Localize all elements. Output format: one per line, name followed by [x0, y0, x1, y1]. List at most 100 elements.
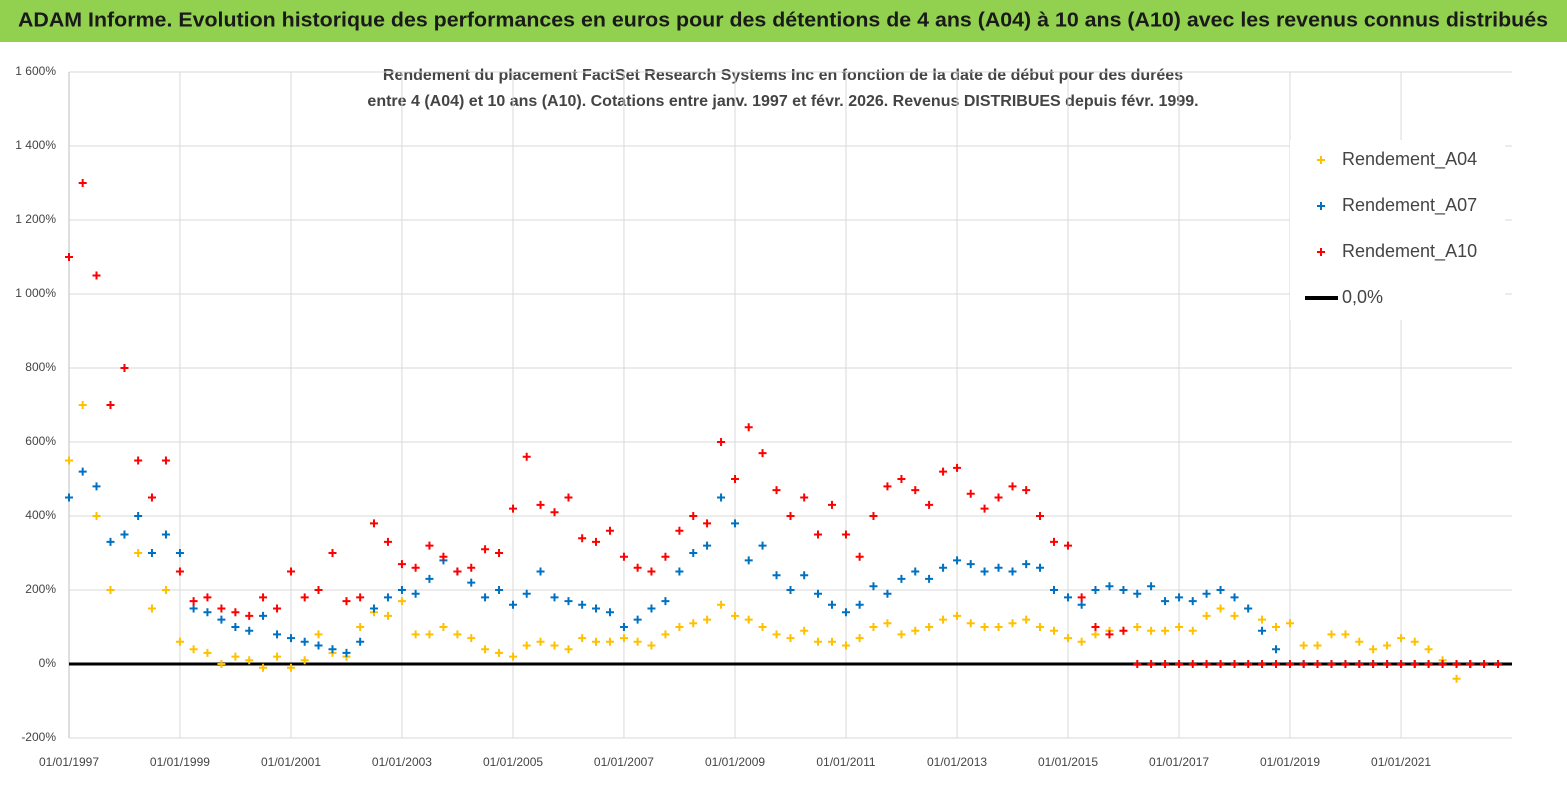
point [217, 660, 226, 668]
y-tick-label: 1 000% [15, 286, 56, 300]
point [314, 630, 323, 639]
point [731, 519, 740, 528]
point [1272, 660, 1281, 668]
point [189, 597, 198, 606]
point [1105, 630, 1114, 639]
point [911, 567, 920, 576]
point [550, 593, 559, 602]
point [92, 512, 101, 520]
point [1077, 600, 1086, 609]
point [1188, 626, 1197, 635]
point [175, 549, 184, 557]
legend-box [1290, 140, 1505, 320]
point [231, 652, 240, 661]
point [827, 500, 836, 509]
point [647, 567, 656, 576]
point [1410, 660, 1419, 668]
point [78, 179, 87, 187]
point [841, 641, 850, 650]
point [814, 589, 823, 598]
point [1327, 660, 1336, 668]
plot [65, 179, 1512, 683]
point [633, 615, 642, 624]
point [1036, 623, 1045, 631]
point [1299, 641, 1308, 650]
point [1077, 637, 1086, 646]
y-tick-label: 1 400% [15, 138, 56, 152]
point [175, 637, 184, 646]
point [1036, 563, 1045, 572]
point [287, 663, 296, 672]
point [827, 637, 836, 646]
point [605, 608, 614, 617]
point [383, 611, 392, 620]
point [1230, 660, 1239, 668]
point [1216, 586, 1225, 594]
point [661, 630, 670, 639]
point [1355, 637, 1364, 646]
point [855, 634, 864, 643]
point [758, 449, 767, 458]
point [689, 512, 698, 520]
point [1397, 660, 1406, 668]
point [481, 645, 490, 654]
point [314, 586, 323, 594]
point [925, 574, 934, 583]
point [231, 608, 240, 617]
point [203, 608, 212, 617]
point [1258, 615, 1267, 624]
point [703, 615, 712, 624]
point [147, 549, 156, 557]
point [841, 608, 850, 617]
point [883, 619, 892, 628]
point [1355, 660, 1364, 668]
point [273, 604, 282, 613]
point [300, 637, 309, 646]
point [1313, 641, 1322, 650]
point [1383, 660, 1392, 668]
point [245, 611, 254, 620]
x-tick-label: 01/01/2021 [1371, 755, 1431, 769]
point [1008, 619, 1017, 628]
point [1175, 660, 1184, 668]
point [1050, 586, 1058, 594]
point [65, 493, 73, 502]
point [397, 597, 406, 606]
x-tick-label: 01/01/2011 [816, 755, 875, 769]
point [1466, 660, 1475, 668]
point [369, 519, 378, 528]
point [245, 656, 254, 665]
point [675, 526, 684, 535]
point [564, 597, 573, 606]
point [1091, 586, 1100, 594]
point [1299, 660, 1308, 668]
y-tick-label: 0% [39, 656, 57, 670]
point [259, 663, 268, 672]
point [78, 467, 87, 476]
point [147, 493, 156, 502]
point [619, 552, 628, 561]
point [911, 626, 920, 635]
point [744, 615, 753, 624]
point [953, 463, 962, 472]
header-band [0, 0, 1567, 42]
point [911, 486, 920, 495]
point [342, 648, 351, 657]
point [800, 493, 809, 502]
point [356, 593, 365, 602]
point [675, 567, 684, 576]
point [1063, 593, 1072, 602]
point [1258, 626, 1267, 635]
point [939, 615, 948, 624]
point [855, 552, 864, 561]
point [1202, 589, 1211, 598]
point [106, 537, 115, 546]
point [536, 567, 545, 576]
y-tick-label: -200% [21, 730, 56, 744]
legend: Rendement_A04 Rendement_A07 Rendement_A10 0… [1290, 140, 1505, 320]
point [647, 641, 656, 650]
point [509, 652, 518, 661]
point [578, 534, 587, 543]
point [425, 574, 434, 583]
